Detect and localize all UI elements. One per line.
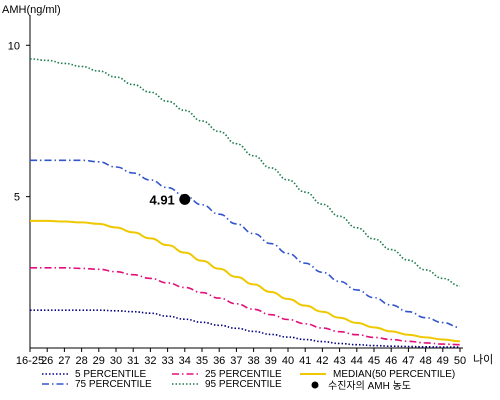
series-line-5-percentile — [30, 309, 460, 348]
x-tick-label: 29 — [93, 355, 105, 367]
x-tick-label: 42 — [316, 355, 328, 367]
series-line-25-percentile — [30, 266, 461, 346]
legend-label: MEDIAN(50 PERCENTILE) — [333, 369, 455, 380]
legend: 5 PERCENTILE 25 PERCENTILE MEDIAN(50 PERCE… — [42, 369, 455, 392]
annotation-layer: 4.91 — [149, 192, 191, 207]
x-tick-label: 16-25 — [16, 355, 44, 367]
x-tick-label: 49 — [437, 355, 449, 367]
series-line-75-percentile — [30, 159, 461, 329]
legend-patient-marker — [311, 381, 319, 389]
y-tick-label: 5 — [14, 192, 20, 204]
x-tick-label: 27 — [58, 355, 70, 367]
x-tick-label: 47 — [402, 355, 414, 367]
x-tick-label: 50 — [454, 355, 466, 367]
y-axis-label: AMH(ng/ml) — [2, 4, 61, 16]
series-line-95-percentile — [29, 58, 461, 287]
x-tick-label: 38 — [247, 355, 259, 367]
x-tick-label: 43 — [333, 355, 345, 367]
legend-patient-label: 수진자의 AMH 농도 — [328, 380, 411, 392]
x-tick-label: 34 — [179, 355, 191, 367]
x-tick-label: 26 — [41, 355, 53, 367]
x-tick-label: 37 — [230, 355, 242, 367]
x-tick-label: 35 — [196, 355, 208, 367]
series-layer — [29, 58, 461, 348]
x-tick-label: 36 — [213, 355, 225, 367]
patient-amh-value-label: 4.91 — [149, 192, 174, 207]
legend-label: 75 PERCENTILE — [75, 379, 152, 390]
legend-label: 25 PERCENTILE — [205, 369, 282, 380]
y-axis: 5 10 — [8, 15, 31, 348]
x-tick-label: 44 — [351, 355, 363, 367]
y-tick-label: 10 — [8, 40, 20, 52]
series-line-median-50-percentile — [29, 219, 461, 343]
legend-label: 5 PERCENTILE — [75, 369, 146, 380]
x-tick-label: 31 — [127, 355, 139, 367]
x-tick-label: 48 — [419, 355, 431, 367]
x-tick-label: 41 — [299, 355, 311, 367]
x-tick-label: 33 — [161, 355, 173, 367]
x-axis-label: 나이 — [473, 353, 493, 366]
x-tick-label: 30 — [110, 355, 122, 367]
legend-label: 95 PERCENTILE — [205, 379, 282, 390]
x-tick-label: 46 — [385, 355, 397, 367]
x-tick-label: 28 — [75, 355, 87, 367]
patient-amh-point — [179, 193, 191, 205]
x-tick-label: 39 — [265, 355, 277, 367]
x-tick-label: 40 — [282, 355, 294, 367]
x-tick-label: 45 — [368, 355, 380, 367]
x-tick-label: 32 — [144, 355, 156, 367]
